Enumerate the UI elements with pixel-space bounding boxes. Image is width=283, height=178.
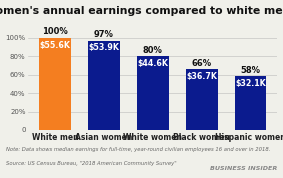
Text: Women's annual earnings compared to white men's: Women's annual earnings compared to whit…	[0, 6, 283, 16]
Text: 80%: 80%	[143, 46, 163, 55]
Text: 58%: 58%	[241, 66, 260, 75]
Text: 97%: 97%	[94, 30, 114, 39]
Text: BUSINESS INSIDER: BUSINESS INSIDER	[210, 166, 277, 171]
Text: Note: Data shows median earnings for full-time, year-round civilian employees 16: Note: Data shows median earnings for ful…	[6, 147, 270, 152]
Text: $32.1K: $32.1K	[235, 79, 266, 88]
Text: 100%: 100%	[42, 27, 68, 36]
Bar	[235, 77, 266, 130]
Bar	[39, 38, 71, 130]
Text: $36.7K: $36.7K	[186, 72, 217, 81]
Text: $53.9K: $53.9K	[89, 43, 119, 52]
Text: $44.6K: $44.6K	[137, 59, 168, 68]
Text: 66%: 66%	[192, 59, 212, 68]
Bar	[186, 69, 218, 130]
Bar	[88, 41, 120, 130]
Bar	[137, 56, 169, 130]
Text: Source: US Census Bureau, "2018 American Community Survey": Source: US Census Bureau, "2018 American…	[6, 161, 176, 166]
Text: $55.6K: $55.6K	[40, 41, 71, 50]
